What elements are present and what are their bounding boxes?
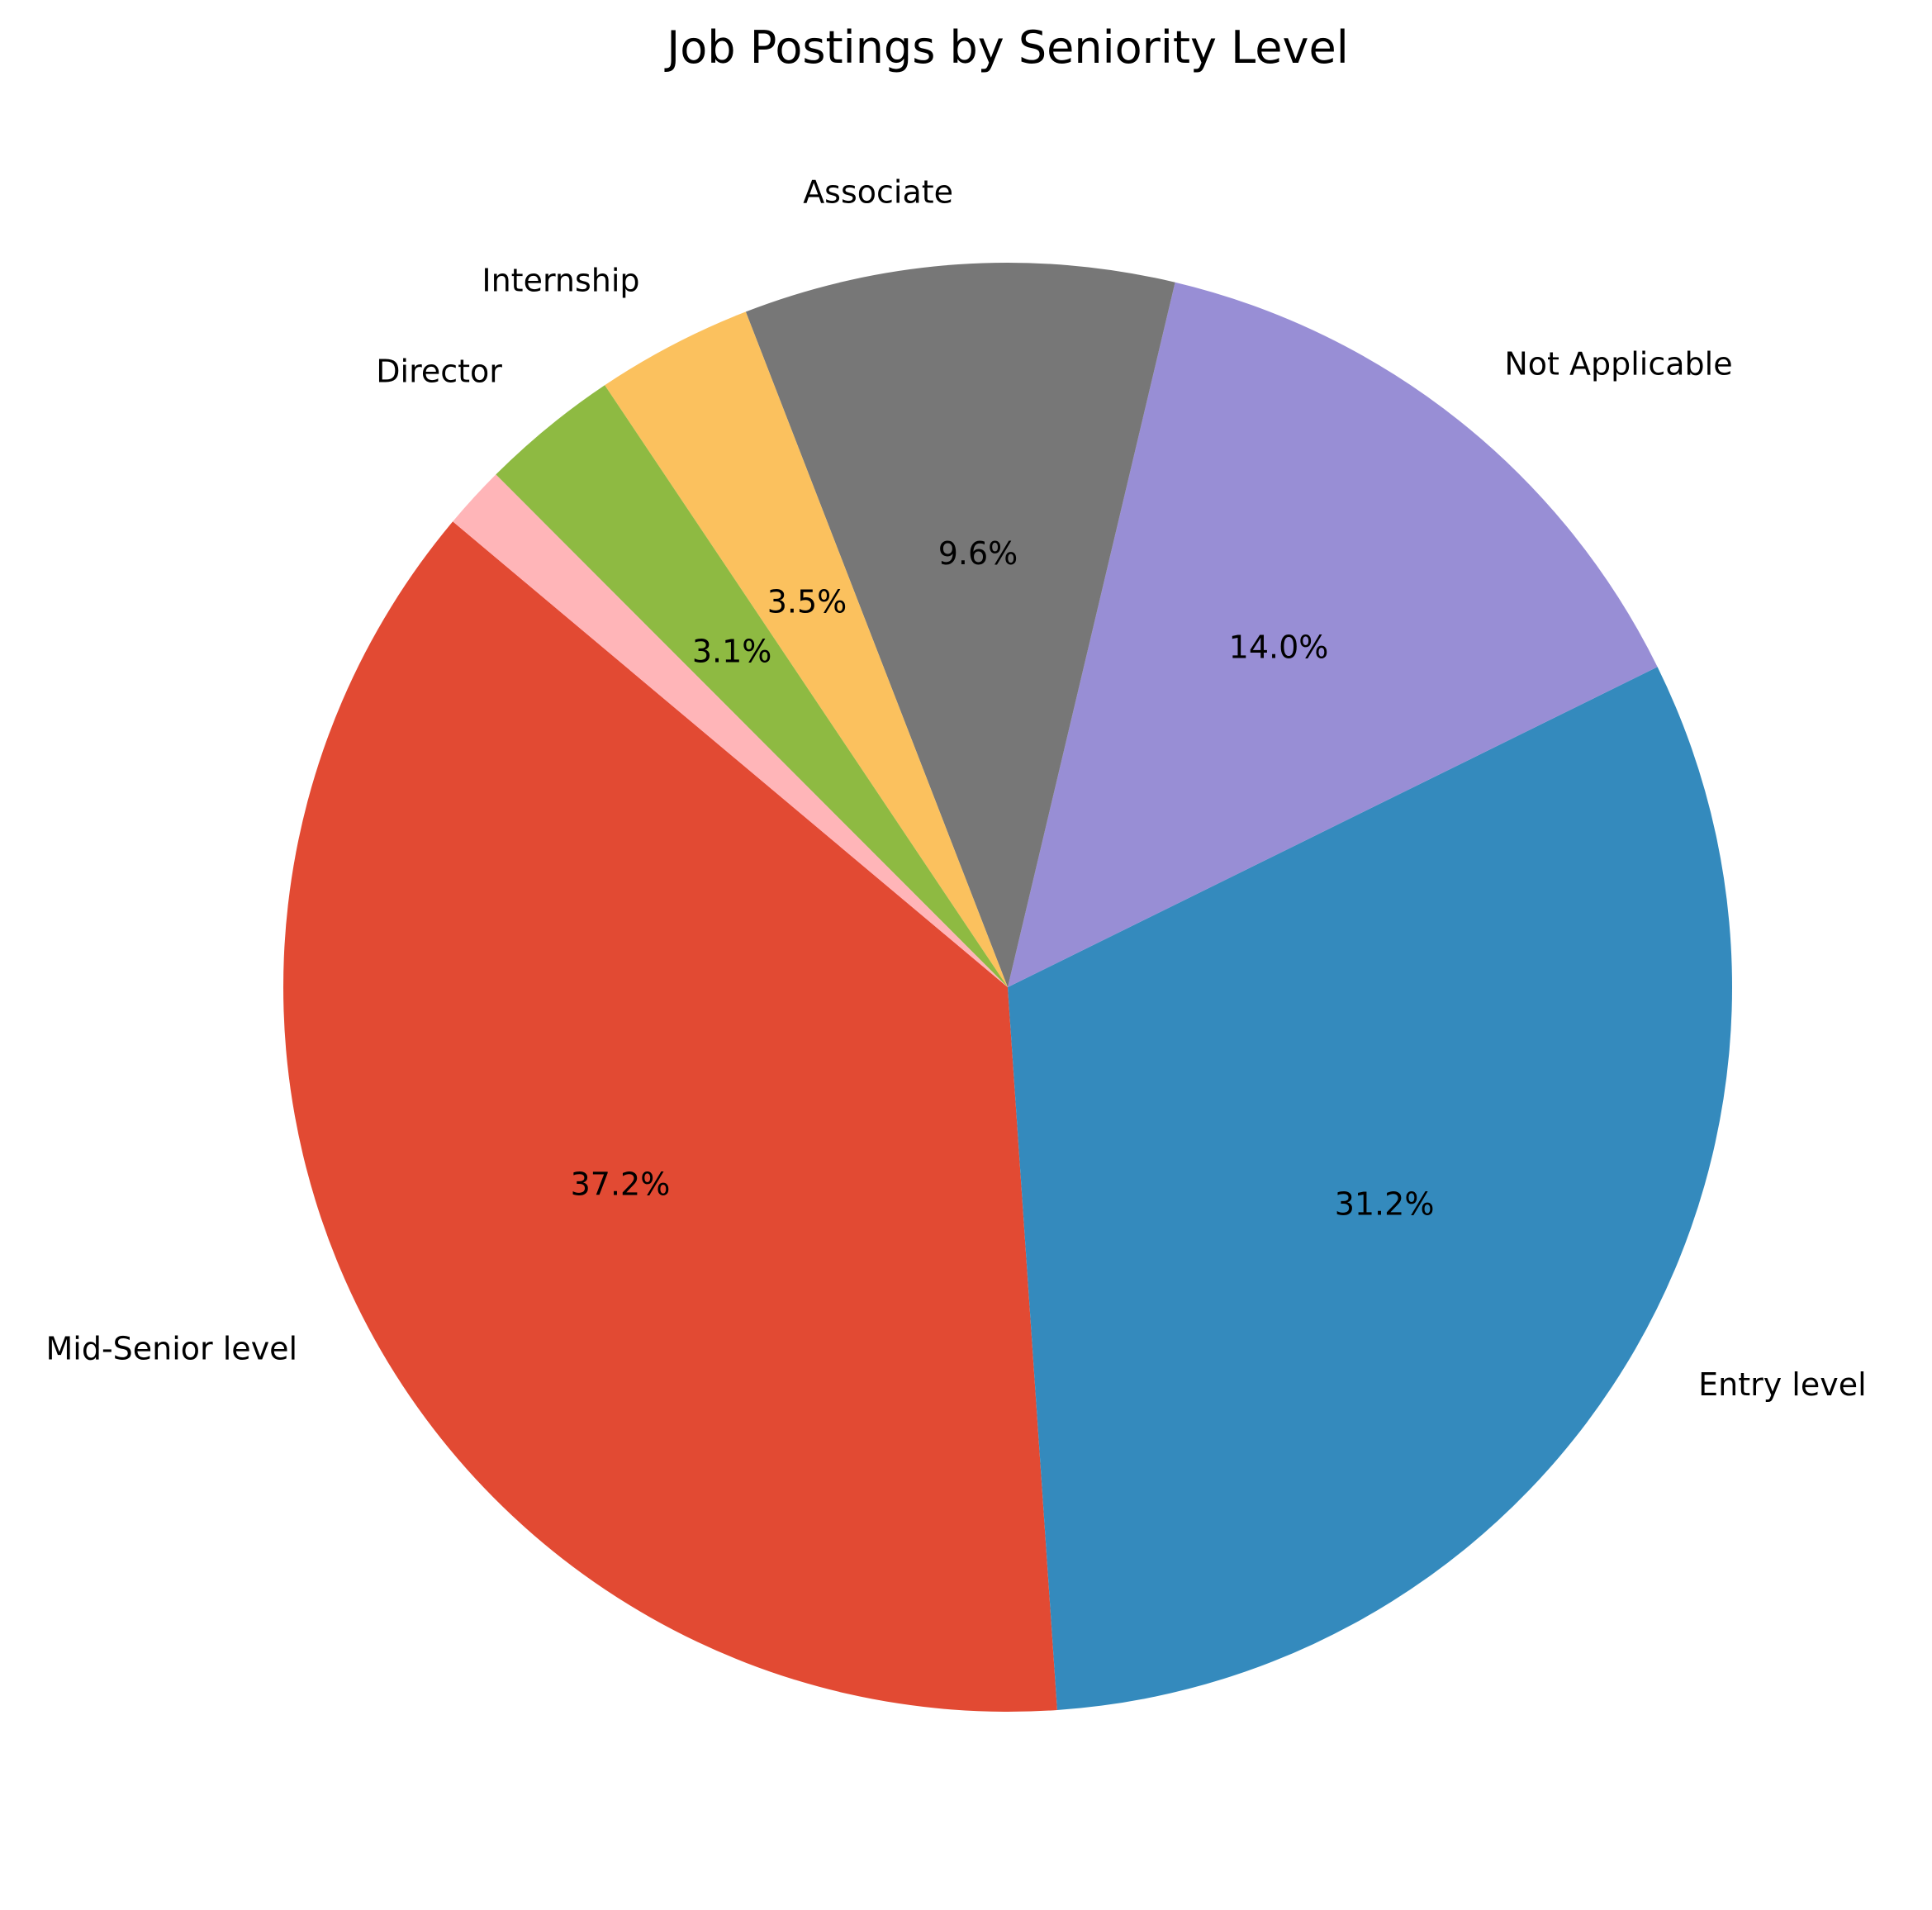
pie-slice-mid-senior-level: [283, 521, 1057, 1713]
pie-slice-entry-level: [1008, 667, 1733, 1710]
slice-label-associate: Associate: [803, 174, 953, 211]
slice-label-not-applicable: Not Applicable: [1504, 346, 1732, 382]
pie-slice-unlabeled: [453, 474, 1008, 987]
slice-percent-associate: 9.6%: [938, 535, 1018, 572]
pie-labels: Mid-Senior level 37.2% Entry level 31.2% Not…: [45, 174, 1866, 1404]
pie-slice-director: [496, 385, 1008, 988]
slice-label-entry-level: Entry level: [1698, 1366, 1867, 1403]
slice-label-director: Director: [376, 353, 502, 389]
slice-percent-internship: 3.5%: [767, 583, 847, 620]
chart-title: Job Postings by Seniority Level: [664, 21, 1348, 74]
pie-slice-not-applicable: [1008, 282, 1658, 988]
slice-percent-mid-senior-level: 37.2%: [571, 1166, 671, 1203]
pie-slices: [283, 262, 1733, 1713]
slice-label-mid-senior-level: Mid-Senior level: [45, 1330, 297, 1366]
pie-slice-internship: [605, 311, 1008, 988]
slice-percent-entry-level: 31.2%: [1335, 1185, 1435, 1222]
slice-percent-director: 3.1%: [692, 633, 772, 669]
slice-percent-not-applicable: 14.0%: [1229, 630, 1329, 666]
pie-slice-associate: [745, 262, 1175, 987]
slice-label-internship: Internship: [482, 262, 639, 298]
